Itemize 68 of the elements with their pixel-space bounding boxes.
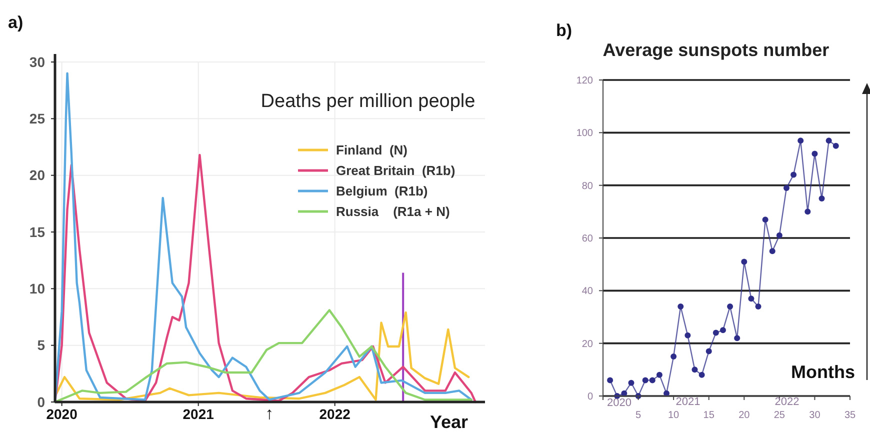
- point: [692, 366, 698, 373]
- point: [642, 377, 648, 384]
- legend-label: Belgium (R1b): [336, 184, 428, 199]
- y-tick-label: 25: [29, 110, 46, 127]
- text: Deaths per million people: [260, 91, 476, 112]
- y-tick-label: 40: [582, 286, 594, 298]
- text: b): [556, 21, 572, 40]
- point: [607, 377, 614, 384]
- y-tick-label: 120: [576, 76, 594, 86]
- legend-label: Great Britain (R1b): [336, 163, 456, 178]
- y-tick-label: 15: [29, 224, 46, 240]
- y-tick-label: 20: [29, 167, 46, 184]
- point: [826, 138, 832, 144]
- point: [734, 335, 740, 342]
- point: [684, 332, 691, 338]
- y-tick-label: 60: [582, 234, 594, 244]
- point: [776, 232, 782, 238]
- point: [712, 330, 719, 336]
- x-tick-label: 5: [636, 410, 642, 421]
- point: [649, 377, 656, 384]
- chart-title: Average sunspots number: [602, 40, 830, 60]
- point: [769, 248, 776, 254]
- y-tick-label: 30: [29, 54, 46, 70]
- x-tick-label: 2021: [182, 406, 214, 422]
- x-tick-label: 35: [844, 410, 856, 421]
- point: [783, 184, 790, 191]
- annotation: 2021: [676, 396, 700, 408]
- point: [832, 142, 839, 149]
- x-tick-label: 10: [668, 410, 680, 421]
- y-tick-label: 80: [582, 180, 594, 192]
- text: 2020: [607, 397, 632, 409]
- y-tick-label: 10: [29, 280, 46, 297]
- x-tick-label: 30: [809, 410, 821, 421]
- x-axis-title: Months: [791, 362, 855, 382]
- point: [804, 208, 811, 215]
- text: a): [8, 13, 24, 32]
- point: [670, 354, 677, 360]
- point: [762, 216, 768, 223]
- annotation: 2022: [774, 396, 800, 408]
- point: [628, 380, 634, 386]
- annotation: ↑: [265, 404, 274, 423]
- point: [798, 138, 804, 144]
- point: [741, 258, 748, 265]
- point: [706, 348, 712, 354]
- point: [720, 327, 726, 334]
- point: [698, 372, 705, 378]
- y-tick-label: 0: [587, 392, 594, 402]
- point: [748, 296, 754, 302]
- point: [656, 372, 662, 378]
- point: [812, 150, 818, 157]
- point: [678, 303, 684, 310]
- x-axis-title: Year: [430, 412, 468, 432]
- y-tick-label: 0: [37, 394, 46, 410]
- x-tick-label: 20: [738, 410, 750, 421]
- point: [755, 303, 762, 310]
- point: [727, 303, 734, 310]
- x-tick-label: 25: [774, 410, 786, 421]
- legend-label: Finland (N): [336, 142, 408, 158]
- point: [790, 172, 797, 178]
- legend-label: Russia (R1a + N): [336, 204, 450, 220]
- y-tick-label: 5: [37, 337, 46, 354]
- point: [818, 196, 825, 202]
- x-tick-label: 2022: [319, 406, 351, 422]
- y-tick-label: 100: [576, 128, 594, 140]
- x-tick-label: 15: [703, 410, 715, 421]
- y-tick-label: 20: [582, 338, 594, 350]
- line-series: [54, 72, 472, 404]
- x-tick-label: 2020: [46, 406, 78, 422]
